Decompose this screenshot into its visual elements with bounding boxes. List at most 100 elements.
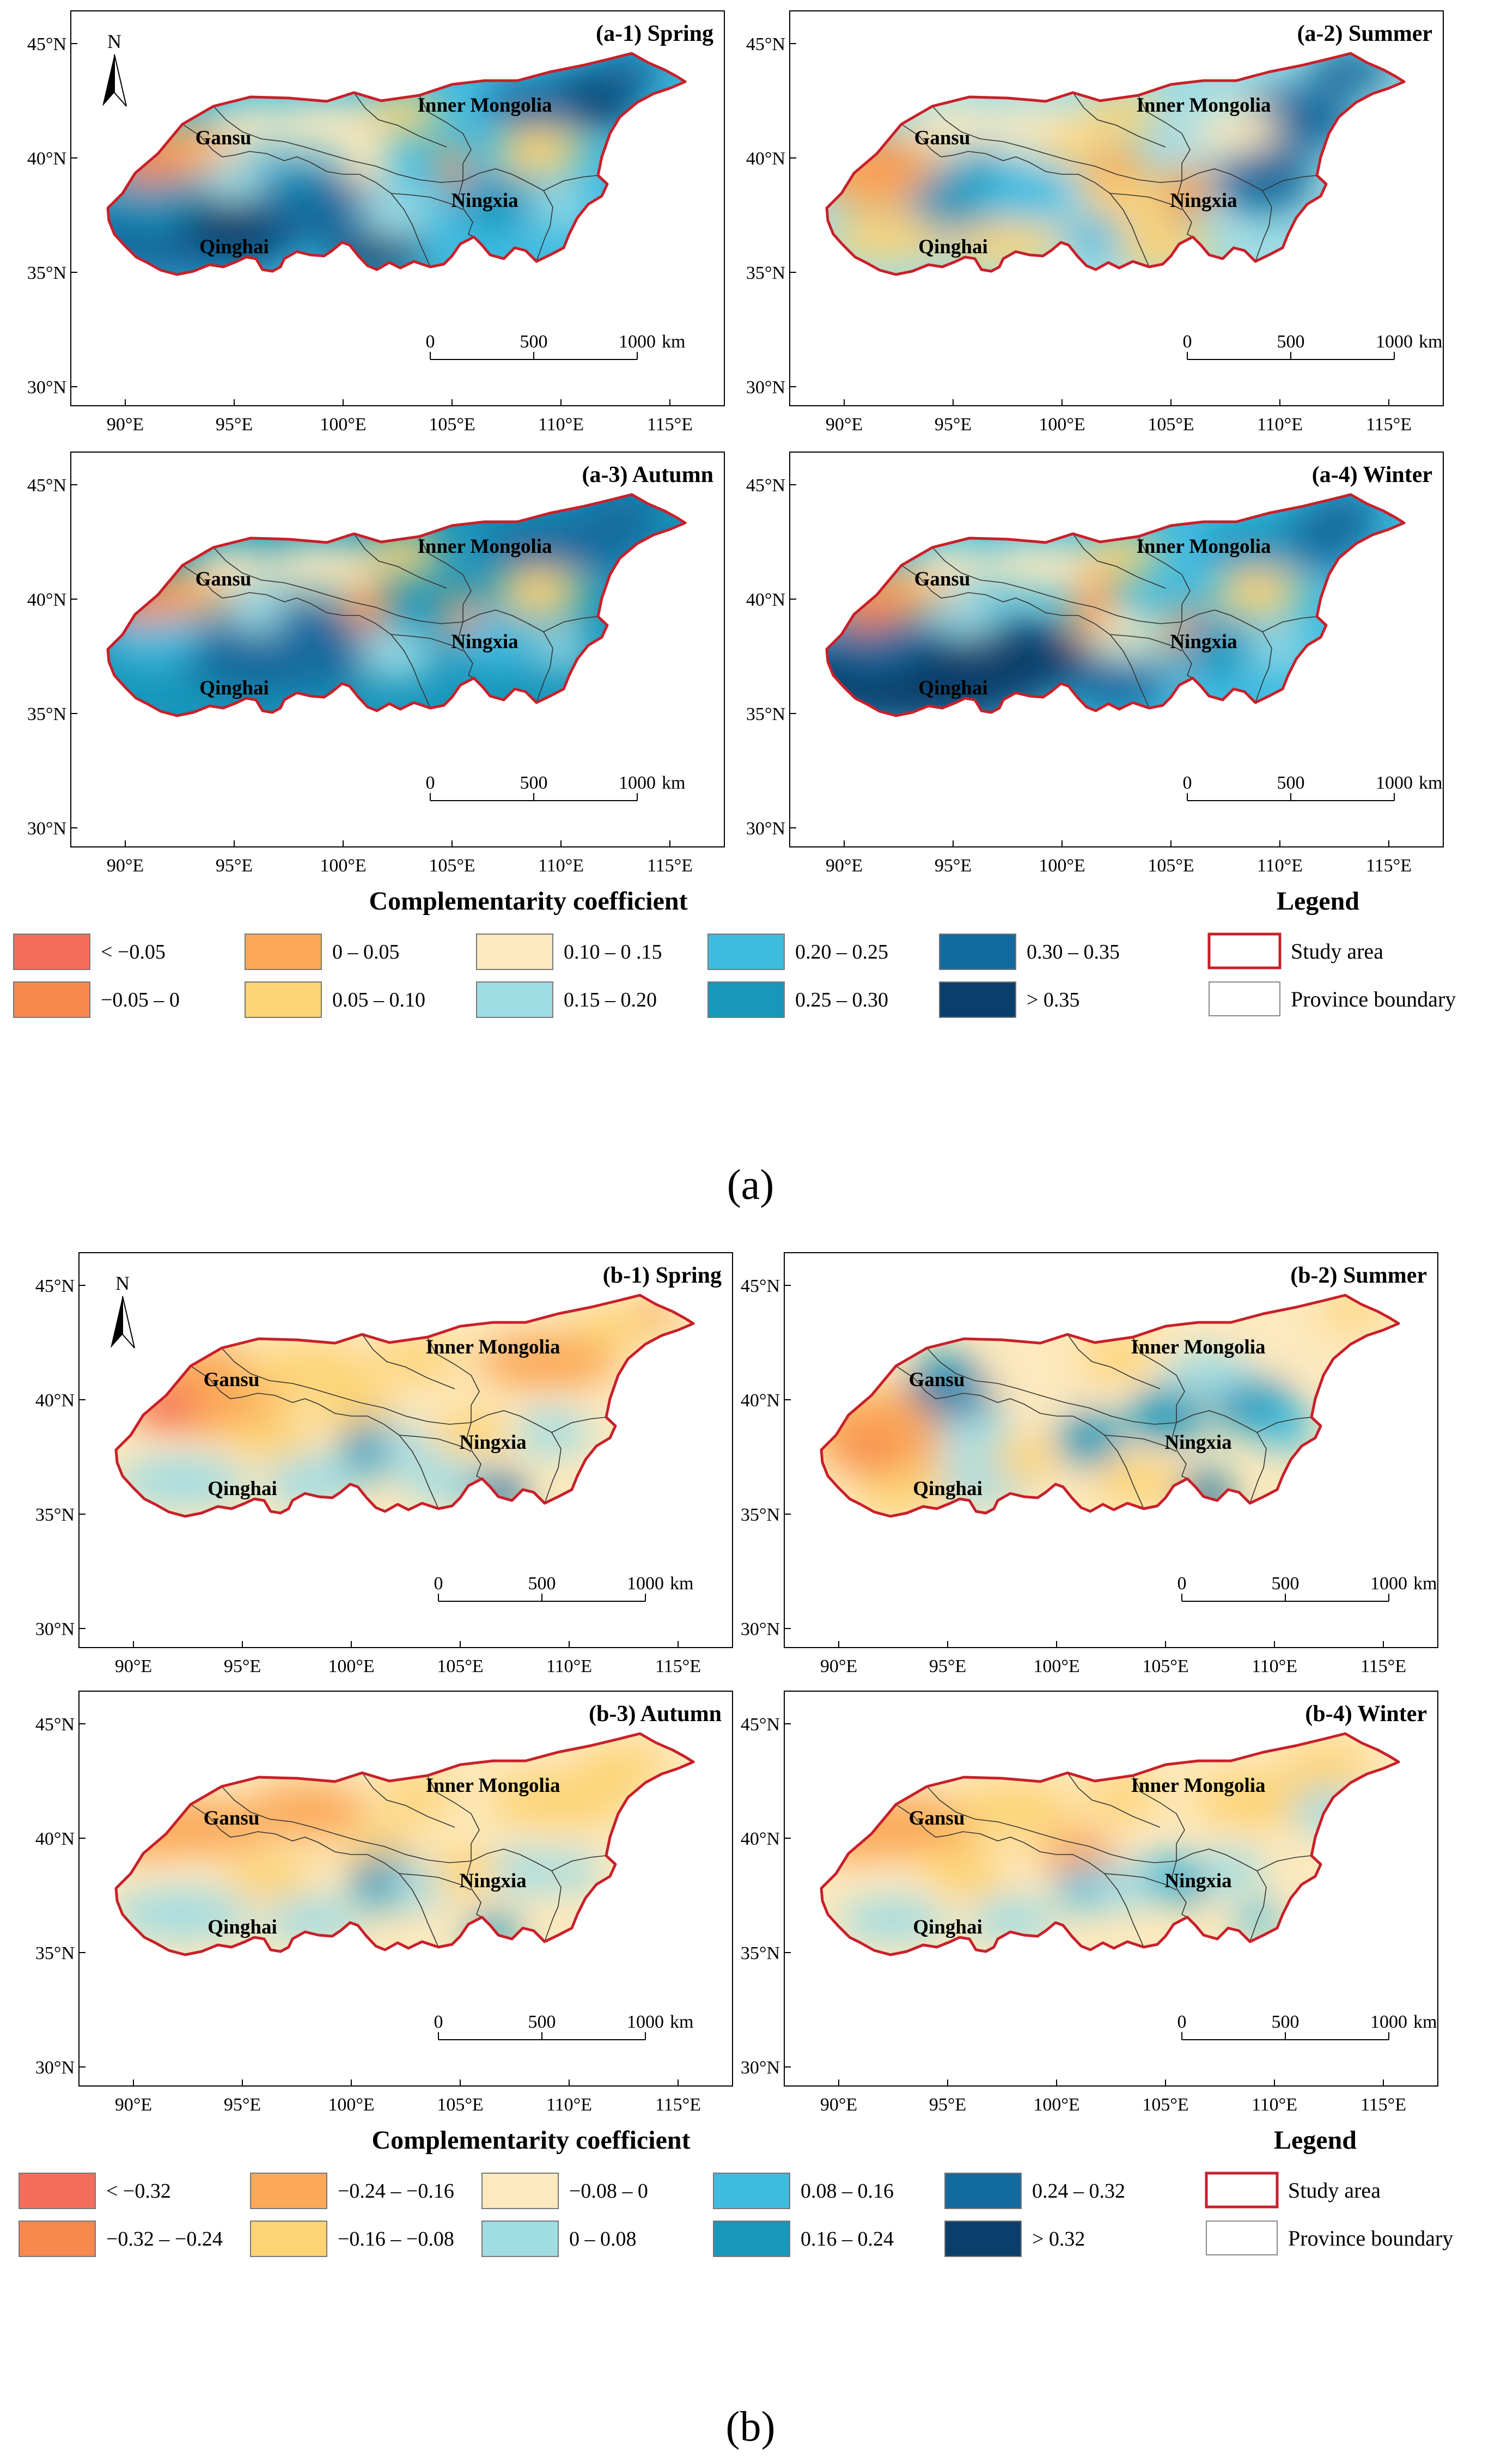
region-label-ningxia: Ningxia [451, 631, 518, 653]
province-boundary-line [466, 1422, 483, 1479]
coefficient-zone [1095, 1460, 1182, 1503]
coefficient-zone [1057, 1411, 1122, 1465]
lon-tick-label: 90°E [107, 856, 144, 876]
region-label-inner-mongolia: Inner Mongolia [425, 1336, 560, 1358]
province-boundary-label: Province boundary [1291, 987, 1456, 1011]
province-boundary-line [543, 616, 599, 632]
legend-swatch [707, 934, 785, 970]
scale-label: 500 [528, 1573, 556, 1594]
study-area-swatch [1207, 932, 1282, 969]
lon-tick-label: 115°E [1366, 414, 1412, 435]
coefficient-zone [1171, 1871, 1204, 1904]
lat-tick-label: 35°N [746, 704, 785, 724]
coefficient-zone [116, 1890, 253, 1939]
region-label-ningxia: Ningxia [451, 190, 518, 212]
coefficient-zone [1084, 93, 1160, 136]
study-area-outline [825, 52, 1406, 276]
coefficient-zone [980, 1351, 1100, 1405]
lon-tick-label: 110°E [1257, 414, 1303, 435]
coefficient-zone [319, 1386, 406, 1435]
province-boundary-line [1256, 1417, 1312, 1433]
scale-label: 0 [434, 1573, 443, 1594]
coefficient-zone [457, 174, 534, 229]
lon-tick-label: 90°E [826, 414, 863, 435]
scale-bar: 0 500 1000 km [1183, 332, 1442, 360]
legend-class-label: 0.20 – 0.25 [795, 941, 888, 963]
province-boundary-line [390, 193, 463, 210]
legend-class-label: 0.08 – 0.16 [801, 2180, 894, 2203]
map-panel-a4: 45°N 40°N 35°N 30°N 90°E 95°E 100°E 105°E 110°E 1… [746, 452, 1444, 876]
legend-class-label: 0.24 – 0.32 [1032, 2180, 1125, 2203]
panel-title: (b-3) Autumn [589, 1701, 722, 1727]
coefficient-zone [515, 1411, 591, 1454]
province-boundary-line [1132, 1337, 1185, 1423]
lon-tick-label: 105°E [429, 414, 475, 435]
legend-swatch [250, 2173, 327, 2209]
region-label-inner-mongolia: Inner Mongolia [1131, 1774, 1265, 1797]
scale-label: 1000 [1376, 773, 1413, 793]
lon-tick-label: 115°E [655, 2095, 701, 2115]
lat-tick-label: 40°N [746, 590, 785, 610]
province-boundary-line [419, 95, 472, 181]
region-label-ningxia: Ningxia [459, 1431, 526, 1454]
coefficient-zone [1176, 621, 1253, 675]
lat-tick-label: 45°N [35, 1276, 75, 1296]
legend-class-label: 0.30 – 0.35 [1027, 941, 1120, 963]
scale-label: 500 [520, 332, 548, 352]
region-label-ningxia: Ningxia [1164, 1431, 1231, 1454]
lon-tick-label: 90°E [115, 2095, 152, 2115]
study-area-outline [106, 52, 687, 276]
province-boundary-line [362, 1334, 455, 1389]
lon-tick-label: 110°E [538, 414, 584, 435]
legend-class-label: 0.10 – 0 .15 [564, 941, 662, 963]
scale-unit: km [1419, 773, 1442, 793]
province-boundary-line [1177, 621, 1193, 679]
lon-tick-label: 90°E [107, 414, 144, 435]
lon-tick-label: 110°E [546, 1656, 592, 1676]
province-boundary-line [390, 634, 463, 651]
lat-tick-label: 45°N [741, 1715, 780, 1735]
province-boundary-line [213, 106, 463, 183]
coefficient-zone [365, 93, 441, 136]
lat-tick-label: 40°N [35, 1829, 75, 1849]
lon-tick-label: 105°E [1148, 856, 1194, 876]
legend-swatch [944, 2173, 1022, 2209]
map-panel-a1: 45°N 40°N 35°N 30°N 90°E 95°E 100°E 105°E 110°E 1… [27, 10, 725, 435]
lon-tick-label: 105°E [1148, 414, 1194, 435]
map-panel-b2: 45°N 40°N 35°N 30°N 90°E 95°E 100°E 105°E 110°E 1… [741, 1252, 1438, 1676]
lat-tick-label: 40°N [27, 590, 66, 610]
coefficient-zone [937, 1411, 1013, 1454]
coefficient-zone [839, 1898, 948, 1942]
province-boundary-line [466, 1861, 483, 1918]
lon-tick-label: 100°E [1033, 1656, 1079, 1676]
study-area-outline [106, 493, 687, 717]
scale-label: 0 [1177, 2012, 1187, 2032]
province-boundary-line [1171, 1861, 1188, 1918]
coefficient-zone [359, 188, 436, 237]
panel-title: (a-4) Winter [1312, 462, 1432, 487]
coefficient-zone [1127, 1389, 1204, 1443]
legend-swatch [939, 981, 1016, 1018]
lon-tick-label: 115°E [1366, 856, 1412, 876]
coefficient-zone [477, 1334, 618, 1389]
lat-tick-label: 40°N [35, 1390, 75, 1411]
coefficient-zone [264, 158, 319, 191]
scale-bar: 0 500 1000 km [434, 1573, 693, 1602]
province-boundary-line [182, 124, 431, 267]
caption-a: (a) [727, 1161, 774, 1208]
lat-tick-label: 30°N [746, 819, 785, 839]
coefficient-zone [359, 629, 436, 678]
coefficient-zone [226, 1416, 313, 1460]
lon-tick-label: 105°E [437, 2095, 483, 2115]
lon-tick-label: 105°E [1142, 1656, 1188, 1676]
province-boundary-line [932, 547, 1182, 624]
scale-bar: 0 500 1000 km [1177, 2012, 1437, 2040]
coefficient-zone [457, 615, 534, 670]
coefficient-zone [365, 534, 441, 577]
province-boundary-line [353, 533, 447, 589]
legend-swatch [19, 2173, 96, 2209]
scale-label: 1000 [1370, 1573, 1407, 1594]
province-boundary-line [551, 1417, 607, 1433]
province-boundary-line [1104, 1873, 1177, 1890]
lat-tick-label: 35°N [35, 1505, 75, 1525]
